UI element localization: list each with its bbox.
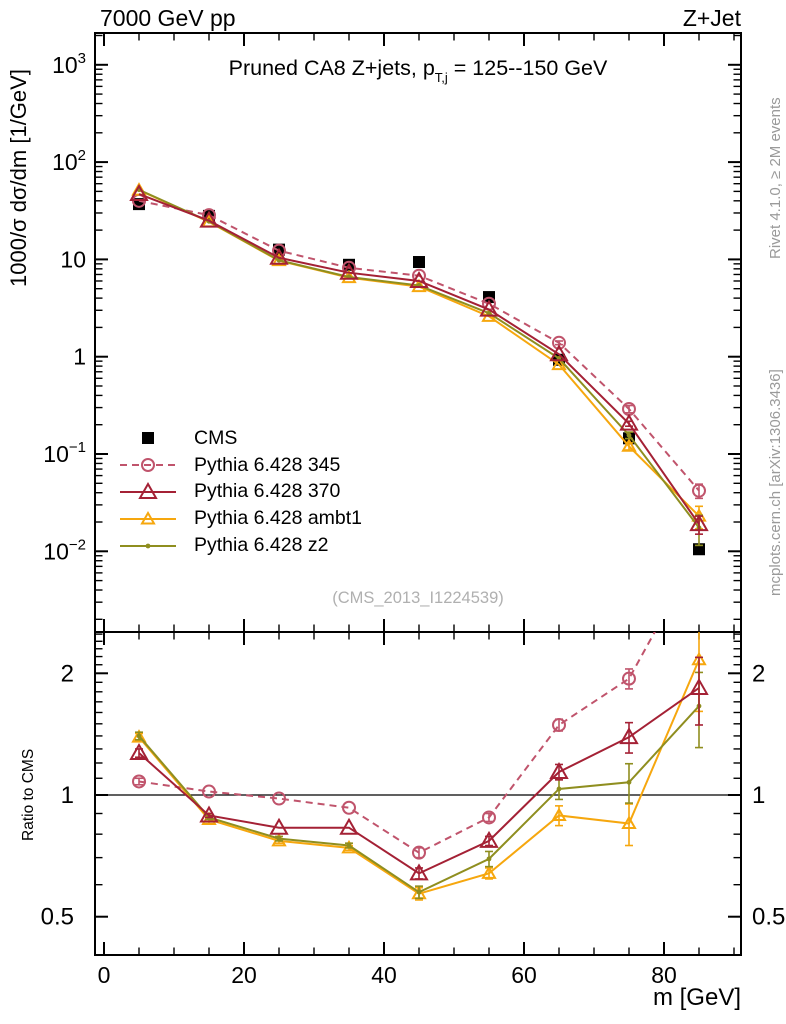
- legend-marker-square: [142, 432, 154, 445]
- legend-marker-dot: [120, 543, 176, 548]
- x-axis-label: m [GeV]: [652, 984, 741, 1011]
- svg-text:10: 10: [60, 246, 86, 272]
- series-z2-main: [136, 187, 703, 547]
- ratio-y-axis-label: Ratio to CMS: [20, 748, 37, 841]
- legend-item-pythia370: Pythia 6.428 370: [118, 479, 362, 506]
- plot-title-subscript: T,j: [434, 70, 448, 85]
- legend-item-pythia345: Pythia 6.428 345: [118, 452, 362, 479]
- svg-text:1: 1: [61, 782, 74, 809]
- series-pythia345-ratio: [132, 632, 656, 860]
- svg-text:103: 103: [52, 50, 86, 78]
- svg-text:2: 2: [752, 660, 765, 687]
- legend-item-cms: CMS: [118, 425, 362, 452]
- legend-label: Pythia 6.428 ambt1: [194, 507, 363, 530]
- legend: CMS Pythia 6.428 345 Pythia 6.428 370 Pythi…: [118, 425, 362, 559]
- svg-text:102: 102: [52, 147, 86, 175]
- plot-title-suffix: = 125--150 GeV: [447, 56, 608, 80]
- svg-text:60: 60: [511, 962, 537, 988]
- mcplots-arxiv-note: mcplots.cern.ch [arXiv:1306.3436]: [767, 369, 784, 596]
- legend-label: Pythia 6.428 370: [194, 480, 341, 503]
- svg-text:80: 80: [651, 962, 677, 988]
- legend-label: CMS: [194, 426, 238, 449]
- rivet-version-note: Rivet 4.1.0, ≥ 2M events: [767, 97, 784, 260]
- svg-text:1: 1: [73, 344, 86, 370]
- legend-marker-circle: [120, 458, 176, 473]
- panel-frames: [94, 32, 742, 956]
- analysis-id-watermark: (CMS_2013_I1224539): [332, 589, 504, 607]
- svg-text:40: 40: [371, 962, 397, 988]
- plot-title-prefix: Pruned CA8 Z+jets, p: [228, 56, 435, 80]
- process-label: Z+Jet: [682, 5, 741, 31]
- legend-item-ambt1: Pythia 6.428 ambt1: [118, 505, 362, 532]
- series-pythia370-main: [129, 183, 709, 535]
- svg-text:0.5: 0.5: [752, 904, 785, 931]
- legend-marker-triangle-large: [120, 481, 176, 499]
- legend-marker-triangle-small: [120, 510, 176, 525]
- svg-text:0.5: 0.5: [41, 904, 74, 931]
- beam-energy-label: 7000 GeV pp: [100, 5, 236, 31]
- svg-text:2: 2: [61, 660, 74, 687]
- svg-text:0: 0: [98, 962, 111, 988]
- svg-text:10−1: 10−1: [43, 439, 86, 467]
- svg-text:10−2: 10−2: [43, 536, 86, 564]
- series-pythia370-ratio: [129, 656, 709, 881]
- plot-title: Pruned CA8 Z+jets, pT,j = 125--150 GeV: [95, 56, 741, 85]
- main-y-axis-label: 1000/σ dσ/dm [1/GeV]: [6, 69, 31, 287]
- legend-item-z2: Pythia 6.428 z2: [118, 532, 362, 559]
- svg-text:1: 1: [752, 782, 765, 809]
- legend-label: Pythia 6.428 z2: [194, 534, 329, 557]
- axis-ticks: [95, 33, 741, 955]
- svg-text:20: 20: [231, 962, 257, 988]
- legend-label: Pythia 6.428 345: [194, 453, 341, 476]
